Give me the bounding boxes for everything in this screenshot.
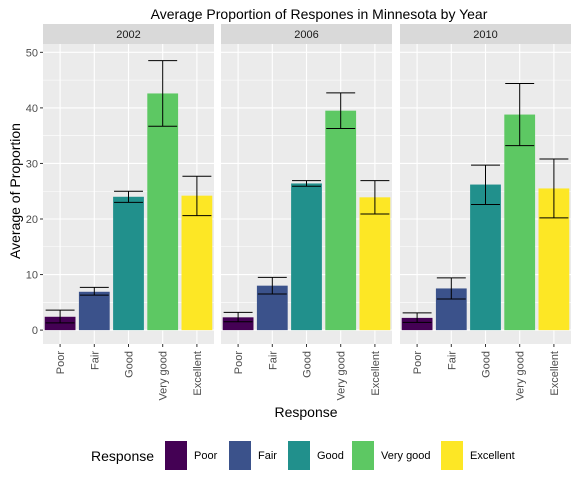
bar-good (113, 196, 144, 331)
x-tick-label: Very good (158, 351, 170, 401)
legend-key (229, 441, 251, 470)
y-axis: 0 10 20 30 40 50 (26, 47, 43, 337)
x-tick-label: Very good (515, 351, 527, 401)
error-bar (402, 312, 432, 323)
legend-key (288, 441, 310, 470)
error-bar (539, 158, 569, 219)
error-bar (326, 92, 356, 129)
bar-good (470, 184, 501, 331)
facet-strip-label: 2002 (116, 29, 140, 41)
x-tick-label: Excellent (192, 351, 204, 396)
bar-fair (78, 291, 110, 331)
y-tick-label: 40 (26, 103, 38, 115)
facet-panel-2006: 2006 Poor Fair Good Very good Excellent (221, 24, 392, 401)
error-bar (148, 60, 178, 127)
x-tick-label: Fair (446, 351, 458, 370)
bar-poor (44, 316, 76, 331)
bar-very-good (147, 93, 179, 331)
bar-excellent (359, 197, 391, 331)
bar-very-good (325, 110, 357, 331)
facet-strip-label: 2006 (294, 29, 318, 41)
legend-label: Excellent (470, 450, 515, 462)
legend-label: Good (317, 450, 344, 462)
error-bar (79, 286, 109, 296)
bar-poor (401, 317, 433, 331)
error-bar (114, 190, 143, 203)
y-tick-label: 50 (26, 47, 38, 59)
legend-label: Poor (194, 450, 218, 462)
legend-label: Very good (381, 450, 431, 462)
error-bar (471, 164, 500, 206)
y-tick-label: 0 (32, 325, 38, 337)
x-tick-label: Poor (412, 351, 424, 375)
error-bar (505, 82, 535, 147)
facet-panel-2010: 2010 Poor Fair Good Very good Excellent (400, 24, 571, 401)
x-tick-label: Good (481, 351, 493, 378)
bar-excellent (181, 195, 213, 331)
y-axis-title: Average of Proportion (7, 123, 23, 259)
x-tick-label: Very good (336, 351, 348, 401)
legend: Response Poor Fair Good Very good Excellent (91, 441, 515, 470)
x-tick-label: Fair (89, 351, 101, 370)
x-tick-label: Good (302, 351, 314, 378)
legend-key (352, 441, 374, 470)
x-tick-label: Excellent (370, 351, 382, 396)
y-tick-label: 10 (26, 270, 38, 282)
error-bar (360, 180, 390, 215)
chart-title: Average Proportion of Respones in Minnes… (151, 6, 488, 22)
error-bar (292, 180, 321, 187)
legend-title: Response (91, 448, 154, 464)
legend-item-very-good: Very good (352, 441, 431, 470)
facet-strip (43, 24, 214, 44)
x-tick-label: Poor (233, 351, 245, 375)
y-tick-label: 30 (26, 158, 38, 170)
error-bar (45, 309, 75, 324)
y-tick-label: 20 (26, 214, 38, 226)
legend-item-fair: Fair (229, 441, 277, 470)
x-tick-label: Fair (267, 351, 279, 370)
bar-good (291, 183, 322, 331)
legend-key (165, 441, 187, 470)
error-bar (223, 311, 253, 323)
error-bar (182, 175, 212, 217)
error-bar (257, 276, 287, 295)
facet-strip (400, 24, 571, 44)
legend-item-excellent: Excellent (441, 441, 515, 470)
legend-item-poor: Poor (165, 441, 218, 470)
plot-area: 2002 Poor Fair Good Very good Excellent 2006 Po… (43, 24, 571, 401)
x-tick-label: Good (124, 351, 136, 378)
error-bar (436, 277, 466, 300)
x-axis-title: Response (274, 404, 337, 420)
facet-strip (221, 24, 392, 44)
facet-strip-label: 2010 (473, 29, 497, 41)
x-tick-label: Poor (55, 351, 67, 375)
facet-panel-2002: 2002 Poor Fair Good Very good Excellent (43, 24, 214, 401)
legend-item-good: Good (288, 441, 344, 470)
bar-very-good (504, 114, 536, 331)
bar-poor (222, 317, 254, 331)
legend-label: Fair (258, 450, 277, 462)
x-tick-label: Excellent (549, 351, 561, 396)
legend-key (441, 441, 463, 470)
